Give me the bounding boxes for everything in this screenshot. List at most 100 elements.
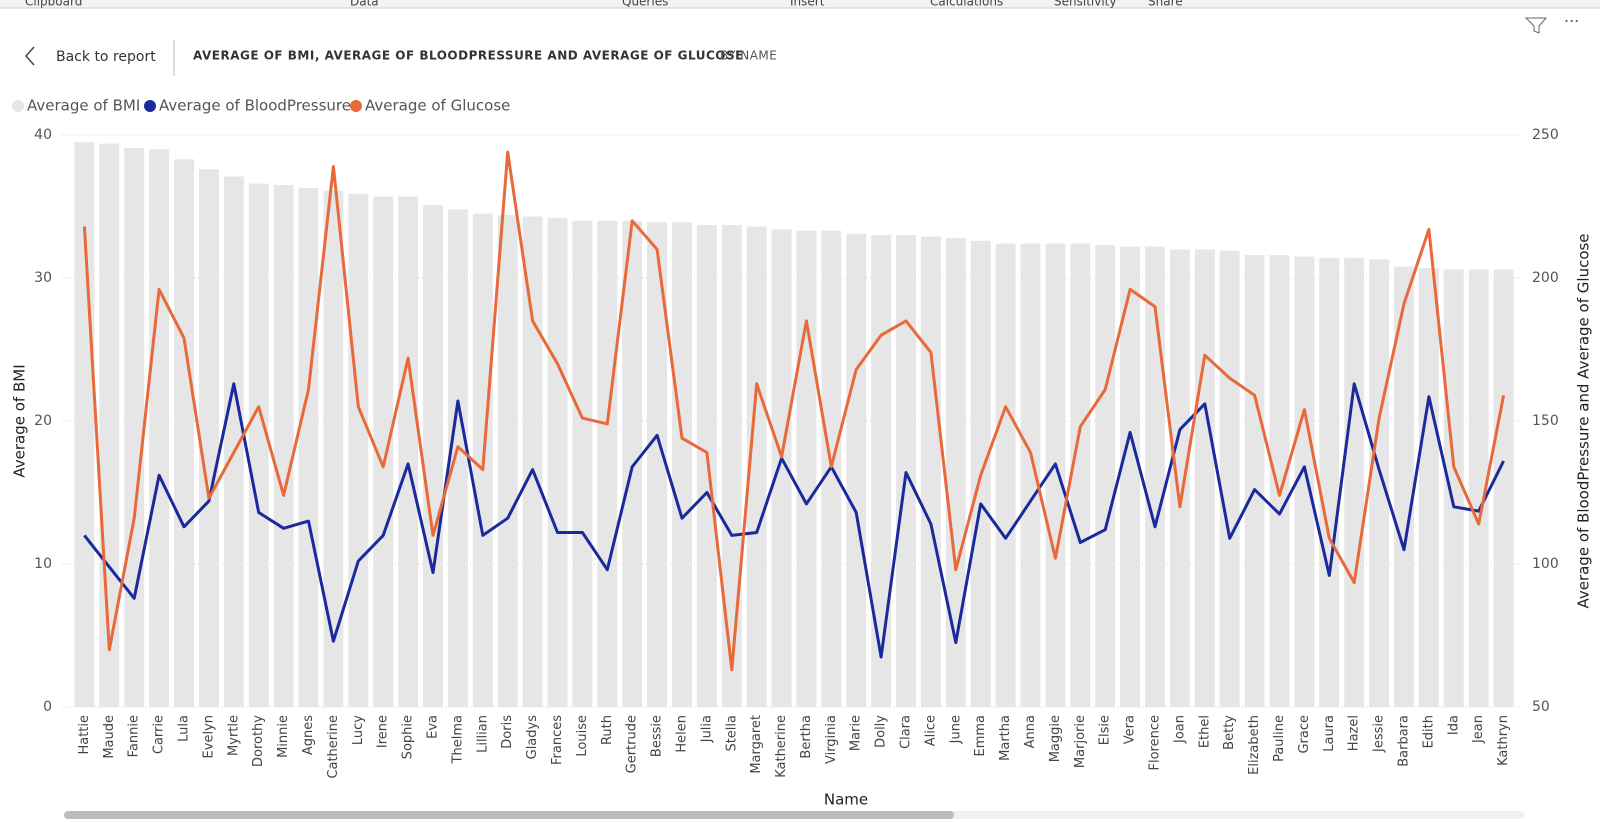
bar [423,205,443,707]
x-tick-label: Betty [1222,715,1237,750]
bar [1269,255,1290,707]
x-tick-label: Maude [102,715,117,759]
ribbon-group-label: Queries [622,0,668,9]
ribbon-group-label: Data [350,0,379,9]
visual-title: AVERAGE OF BMI, AVERAGE OF BLOODPRESSURE… [193,49,744,63]
x-tick-label: Clara [899,715,914,749]
x-tick-label: Thelma [450,715,465,764]
bar [1418,267,1439,707]
bar [1169,249,1190,707]
more-options[interactable]: ··· [1564,12,1579,31]
y-tick-label: 10 [34,556,52,572]
x-tick-label: Minnie [276,715,291,758]
back-button[interactable]: Back to report [56,49,156,65]
x-tick-label: Bessie [650,715,665,757]
legend-label: Average of BloodPressure [159,97,351,115]
bar [447,209,468,708]
x-tick-label: Florence [1148,715,1163,771]
x-tick-label: Edith [1421,715,1436,748]
x-tick-label: Virginia [824,715,839,764]
x-tick-label: Catherine [326,715,341,779]
y2-tick-label: 200 [1532,270,1559,286]
x-tick-label: Emma [973,715,988,757]
y-tick-label: 30 [34,270,52,286]
scrollbar-thumb[interactable] [64,811,954,819]
y2-tick-label: 50 [1532,699,1550,715]
x-tick-label: Martha [998,715,1013,761]
x-axis-title: Name [824,791,868,809]
bar [1219,250,1240,707]
legend-marker [144,100,156,112]
bar [298,187,319,707]
ribbon-bg [0,0,1600,8]
y-tick-label: 20 [34,413,52,429]
y-tick-label: 40 [34,127,52,143]
x-tick-label: Margaret [749,715,764,774]
x-tick-label: Laura [1322,715,1337,752]
bar [99,143,120,707]
bar [1493,269,1514,707]
bar [1070,243,1091,707]
x-tick-label: Stella [724,715,739,752]
bar [1095,245,1116,708]
bar [323,190,344,707]
x-tick-label: Anna [1023,715,1038,748]
bar [1045,243,1066,707]
ribbon-group-label: Clipboard [25,0,82,9]
bar [1294,256,1315,707]
x-tick-label: Kathryn [1496,715,1511,766]
x-tick-label: Carrie [152,715,167,754]
line [82,150,1506,672]
bar [74,142,95,707]
x-tick-label: Eva [426,715,441,739]
bar [198,169,219,707]
bar [124,147,145,707]
y-axis-title: Average of BMI [11,364,29,477]
x-tick-label: Elizabeth [1247,715,1262,775]
x-tick-label: Lula [177,715,192,742]
x-tick-label: Maggie [1048,715,1063,762]
bar [1468,269,1489,707]
filter-icon[interactable] [1524,17,1548,34]
y-tick-label: 0 [43,699,52,715]
bar [995,243,1016,707]
bar [1369,259,1390,707]
x-tick-label: Frances [550,715,565,765]
x-tick-label: Dolly [874,715,889,748]
x-tick-label: Pauline [1272,715,1287,762]
bar [547,217,568,707]
bar [920,236,941,707]
bar [1244,255,1265,707]
bar [1194,249,1215,707]
x-tick-label: Bertha [799,715,814,759]
bar [1120,246,1141,708]
x-tick-label: Jean [1471,715,1486,744]
x-tick-label: Marie [849,715,864,751]
x-tick-label: Lucy [351,715,366,745]
legend-marker [12,100,24,112]
x-tick-label: Jessie [1372,715,1387,753]
bar [1344,257,1365,707]
ribbon-group-label: Insert [790,0,825,9]
bar [597,220,618,708]
ribbon-group-label: Share [1148,0,1183,9]
x-tick-label: Ida [1446,715,1461,735]
legend-label: Average of BMI [27,97,140,115]
bar [1319,257,1340,707]
y2-tick-label: 150 [1532,413,1559,429]
line [83,382,1505,659]
bar [1145,246,1165,708]
legend-marker [350,100,362,112]
bar [149,149,170,708]
x-tick-label: Helen [674,715,689,753]
y2-axis-title: Average of BloodPressure and Average of … [1575,233,1593,608]
x-tick-label: Joan [1172,715,1187,744]
bar [647,222,668,708]
x-tick-label: Fannie [127,715,142,757]
back-icon[interactable] [24,46,35,66]
bar [796,230,817,707]
x-tick-label: Gertrude [625,715,640,773]
bar [672,222,692,708]
